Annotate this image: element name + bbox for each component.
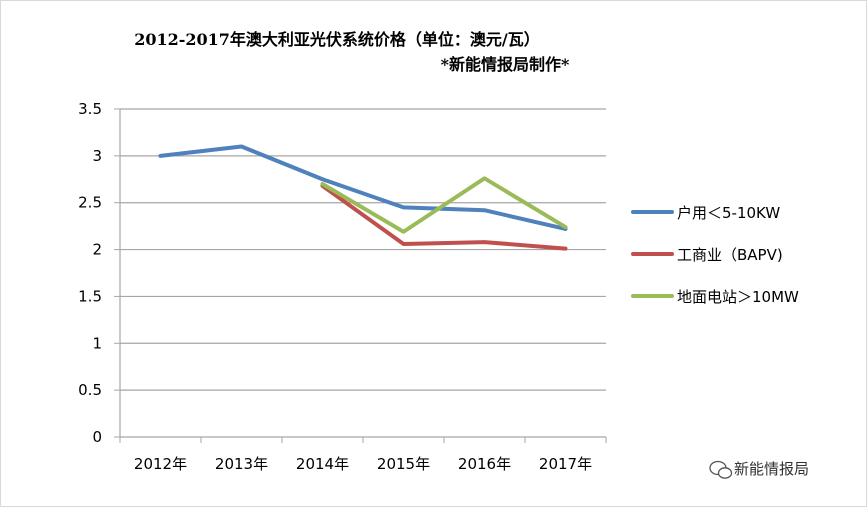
y-tick-label: 1.5 [78, 287, 102, 305]
chart-subtitle: *新能情报局制作* [441, 55, 570, 74]
series-line-2 [320, 183, 568, 251]
wechat-icon [709, 460, 733, 479]
y-tick-label: 2.5 [78, 194, 102, 212]
x-tick-label: 2017年 [539, 455, 592, 473]
y-tick-label: 0.5 [78, 381, 102, 399]
y-tick-label: 3.5 [78, 100, 102, 118]
watermark: 新能情报局 [709, 460, 809, 479]
series-line-1 [158, 144, 568, 231]
legend-label: 户用＜5-10KW [677, 204, 780, 222]
series-line-3 [320, 176, 568, 234]
legend-label: 工商业（BAPV) [677, 246, 783, 264]
x-tick-label: 2016年 [458, 455, 511, 473]
y-tick-label: 3 [92, 147, 102, 165]
x-tick-label: 2012年 [134, 455, 187, 473]
x-tick-label: 2014年 [296, 455, 349, 473]
watermark-text: 新能情报局 [734, 460, 809, 478]
chart-title: 2012-2017年澳大利亚光伏系统价格（单位：澳元/瓦） [134, 30, 540, 49]
x-tick-label: 2015年 [377, 455, 430, 473]
y-tick-label: 2 [92, 241, 102, 259]
x-tick-label: 2013年 [215, 455, 268, 473]
y-tick-label: 1 [92, 334, 102, 352]
legend-label: 地面电站＞10MW [677, 288, 799, 306]
y-tick-label: 0 [92, 428, 102, 446]
